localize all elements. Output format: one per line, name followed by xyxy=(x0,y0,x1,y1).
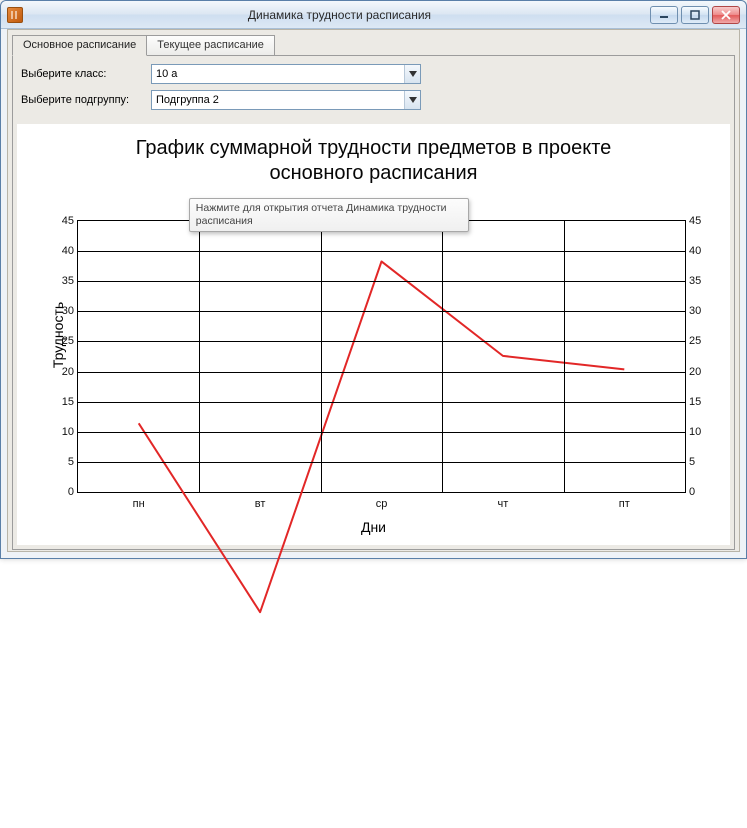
ytick-label-right: 40 xyxy=(689,245,725,257)
tooltip-text: Нажмите для открытия отчета Динамика тру… xyxy=(196,202,447,227)
category-divider xyxy=(564,221,565,492)
gridline xyxy=(78,372,685,373)
ytick-label-left: 10 xyxy=(38,426,74,438)
tab-panel: Выберите класс: 10 а Выберите подгруппу:… xyxy=(12,55,735,550)
ytick-label-right: 25 xyxy=(689,335,725,347)
subgroup-combo[interactable]: Подгруппа 2 xyxy=(151,90,421,110)
close-icon xyxy=(721,10,731,20)
chart-tooltip: Нажмите для открытия отчета Динамика тру… xyxy=(189,198,469,232)
plot-region[interactable]: 005510101515202025253030353540404545пнвт… xyxy=(77,220,686,493)
chevron-down-icon xyxy=(404,91,420,109)
chart-area: График суммарной трудности предметов в п… xyxy=(17,124,730,545)
subgroup-label: Выберите подгруппу: xyxy=(21,94,151,106)
gridline xyxy=(78,341,685,342)
gridline xyxy=(78,462,685,463)
series-path xyxy=(139,261,625,612)
xtick-label: ср xyxy=(376,498,388,510)
ytick-label-right: 15 xyxy=(689,396,725,408)
maximize-button[interactable] xyxy=(681,6,709,24)
minimize-button[interactable] xyxy=(650,6,678,24)
category-divider xyxy=(442,221,443,492)
subgroup-row: Выберите подгруппу: Подгруппа 2 xyxy=(21,90,726,110)
app-window: Динамика трудности расписания Основное р… xyxy=(0,0,747,559)
tabstrip: Основное расписание Текущее расписание xyxy=(12,34,735,55)
tab-main-schedule[interactable]: Основное расписание xyxy=(12,35,147,56)
category-divider xyxy=(321,221,322,492)
ytick-label-right: 10 xyxy=(689,426,725,438)
ytick-label-left: 5 xyxy=(38,456,74,468)
class-value: 10 а xyxy=(156,68,404,80)
gridline xyxy=(78,281,685,282)
client-area: Основное расписание Текущее расписание В… xyxy=(7,29,740,552)
class-combo[interactable]: 10 а xyxy=(151,64,421,84)
gridline xyxy=(78,432,685,433)
ytick-label-left: 30 xyxy=(38,305,74,317)
tab-label: Текущее расписание xyxy=(157,39,264,51)
titlebar[interactable]: Динамика трудности расписания xyxy=(1,1,746,29)
ytick-label-left: 35 xyxy=(38,275,74,287)
window-title: Динамика трудности расписания xyxy=(29,8,650,22)
category-divider xyxy=(199,221,200,492)
close-button[interactable] xyxy=(712,6,740,24)
ytick-label-left: 15 xyxy=(38,396,74,408)
gridline xyxy=(78,311,685,312)
ytick-label-left: 25 xyxy=(38,335,74,347)
xtick-label: чт xyxy=(498,498,509,510)
minimize-icon xyxy=(659,10,669,20)
ytick-label-left: 0 xyxy=(38,486,74,498)
maximize-icon xyxy=(690,10,700,20)
subgroup-value: Подгруппа 2 xyxy=(156,94,404,106)
ytick-label-right: 35 xyxy=(689,275,725,287)
xtick-label: пн xyxy=(133,498,145,510)
tab-current-schedule[interactable]: Текущее расписание xyxy=(146,35,275,56)
window-controls xyxy=(650,6,740,24)
chart-title-line2: основного расписания xyxy=(269,162,477,184)
xtick-label: пт xyxy=(619,498,630,510)
class-row: Выберите класс: 10 а xyxy=(21,64,726,84)
tab-label: Основное расписание xyxy=(23,39,136,51)
gridline xyxy=(78,251,685,252)
ytick-label-right: 5 xyxy=(689,456,725,468)
xtick-label: вт xyxy=(255,498,266,510)
ytick-label-left: 45 xyxy=(38,215,74,227)
chevron-down-icon xyxy=(404,65,420,83)
chart-title: График суммарной трудности предметов в п… xyxy=(17,124,730,190)
ytick-label-left: 40 xyxy=(38,245,74,257)
gridline xyxy=(78,402,685,403)
ytick-label-right: 30 xyxy=(689,305,725,317)
class-label: Выберите класс: xyxy=(21,68,151,80)
ytick-label-left: 20 xyxy=(38,366,74,378)
ytick-label-right: 20 xyxy=(689,366,725,378)
chart-title-line1: График суммарной трудности предметов в п… xyxy=(136,137,612,159)
app-icon xyxy=(7,7,23,23)
ytick-label-right: 45 xyxy=(689,215,725,227)
ytick-label-right: 0 xyxy=(689,486,725,498)
